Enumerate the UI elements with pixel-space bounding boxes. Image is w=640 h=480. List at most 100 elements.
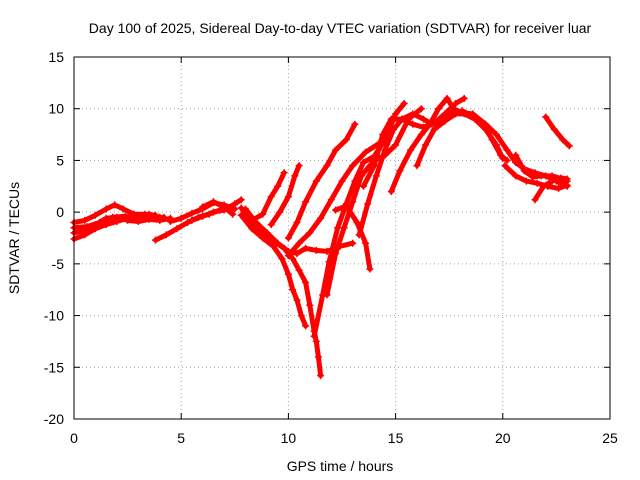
data-point bbox=[173, 225, 181, 233]
data-point bbox=[276, 208, 284, 216]
data-point bbox=[231, 200, 239, 208]
data-point bbox=[188, 216, 196, 224]
data-point bbox=[460, 94, 468, 102]
data-point bbox=[359, 159, 367, 166]
data-point bbox=[119, 205, 127, 213]
series-line bbox=[414, 111, 506, 169]
data-point bbox=[259, 234, 267, 242]
data-point bbox=[199, 212, 207, 220]
y-tick-label: 0 bbox=[56, 204, 64, 220]
series-arc bbox=[542, 113, 573, 150]
data-point bbox=[267, 193, 275, 201]
data-point bbox=[332, 146, 340, 154]
series-arc bbox=[237, 211, 310, 330]
series-line bbox=[285, 121, 358, 241]
data-point bbox=[334, 224, 342, 232]
data-point bbox=[302, 198, 310, 206]
data-point bbox=[317, 372, 325, 380]
data-point bbox=[342, 202, 350, 210]
data-point bbox=[237, 211, 245, 219]
x-tick-label: 25 bbox=[602, 430, 618, 446]
data-point bbox=[209, 208, 217, 216]
data-point bbox=[259, 210, 267, 218]
data-point bbox=[295, 162, 303, 170]
data-point bbox=[81, 216, 89, 224]
data-point bbox=[501, 162, 509, 170]
data-point bbox=[355, 231, 363, 239]
data-point bbox=[392, 110, 400, 118]
data-point bbox=[512, 172, 520, 180]
data-point bbox=[522, 177, 530, 185]
data-point bbox=[413, 162, 421, 170]
data-point bbox=[398, 115, 406, 123]
y-tick-label: -15 bbox=[44, 359, 64, 375]
data-point bbox=[91, 211, 99, 219]
x-axis-title: GPS time / hours bbox=[287, 458, 394, 474]
data-point bbox=[422, 141, 430, 149]
data-point bbox=[229, 210, 237, 218]
data-point bbox=[302, 244, 310, 252]
data-point bbox=[306, 229, 314, 237]
data-point bbox=[199, 203, 207, 211]
data-point bbox=[364, 200, 372, 208]
data-point bbox=[400, 100, 408, 107]
data-point bbox=[387, 188, 395, 195]
data-point bbox=[312, 177, 320, 185]
data-point bbox=[426, 120, 434, 128]
series-line bbox=[238, 212, 309, 329]
y-tick-label: -5 bbox=[52, 256, 65, 272]
data-point bbox=[450, 105, 457, 113]
data-point bbox=[482, 125, 490, 133]
data-point bbox=[248, 216, 256, 224]
data-point bbox=[289, 255, 297, 263]
y-tick-label: 10 bbox=[48, 101, 64, 117]
data-point bbox=[359, 182, 367, 190]
data-point bbox=[310, 332, 318, 340]
data-point bbox=[284, 193, 292, 201]
series-arc bbox=[70, 212, 168, 232]
data-point bbox=[387, 115, 395, 123]
data-point bbox=[269, 242, 277, 250]
data-point bbox=[471, 115, 479, 123]
data-point bbox=[306, 301, 314, 309]
data-point bbox=[302, 279, 310, 286]
data-point bbox=[160, 213, 168, 221]
x-tick-label: 20 bbox=[495, 430, 511, 446]
data-point bbox=[362, 148, 370, 156]
x-tick-label: 10 bbox=[281, 430, 297, 446]
data-point bbox=[323, 291, 331, 299]
data-point bbox=[370, 162, 378, 170]
data-point bbox=[353, 219, 361, 226]
data-point bbox=[237, 196, 245, 204]
data-point bbox=[280, 169, 288, 177]
data-point bbox=[435, 105, 442, 113]
data-point bbox=[379, 131, 387, 139]
data-point bbox=[274, 182, 282, 190]
data-point bbox=[512, 151, 520, 159]
x-tick-label: 5 bbox=[177, 430, 185, 446]
data-point bbox=[443, 94, 451, 102]
data-point bbox=[537, 172, 545, 180]
data-point bbox=[102, 205, 110, 213]
data-point bbox=[340, 224, 348, 232]
data-point bbox=[366, 265, 374, 273]
data-point bbox=[430, 125, 438, 133]
data-point bbox=[417, 105, 425, 113]
data-point bbox=[109, 213, 117, 221]
data-point bbox=[550, 125, 558, 133]
data-point bbox=[284, 234, 292, 242]
data-point bbox=[295, 239, 303, 247]
data-point bbox=[349, 198, 357, 206]
data-point bbox=[531, 196, 539, 204]
data-point bbox=[332, 250, 340, 257]
data-point bbox=[396, 167, 404, 175]
data-point bbox=[342, 136, 350, 144]
data-point bbox=[555, 184, 562, 192]
data-point bbox=[293, 250, 301, 257]
data-point bbox=[317, 214, 325, 222]
data-point bbox=[492, 141, 500, 149]
data-point bbox=[503, 146, 511, 154]
data-point bbox=[327, 196, 335, 204]
data-point bbox=[242, 205, 249, 213]
